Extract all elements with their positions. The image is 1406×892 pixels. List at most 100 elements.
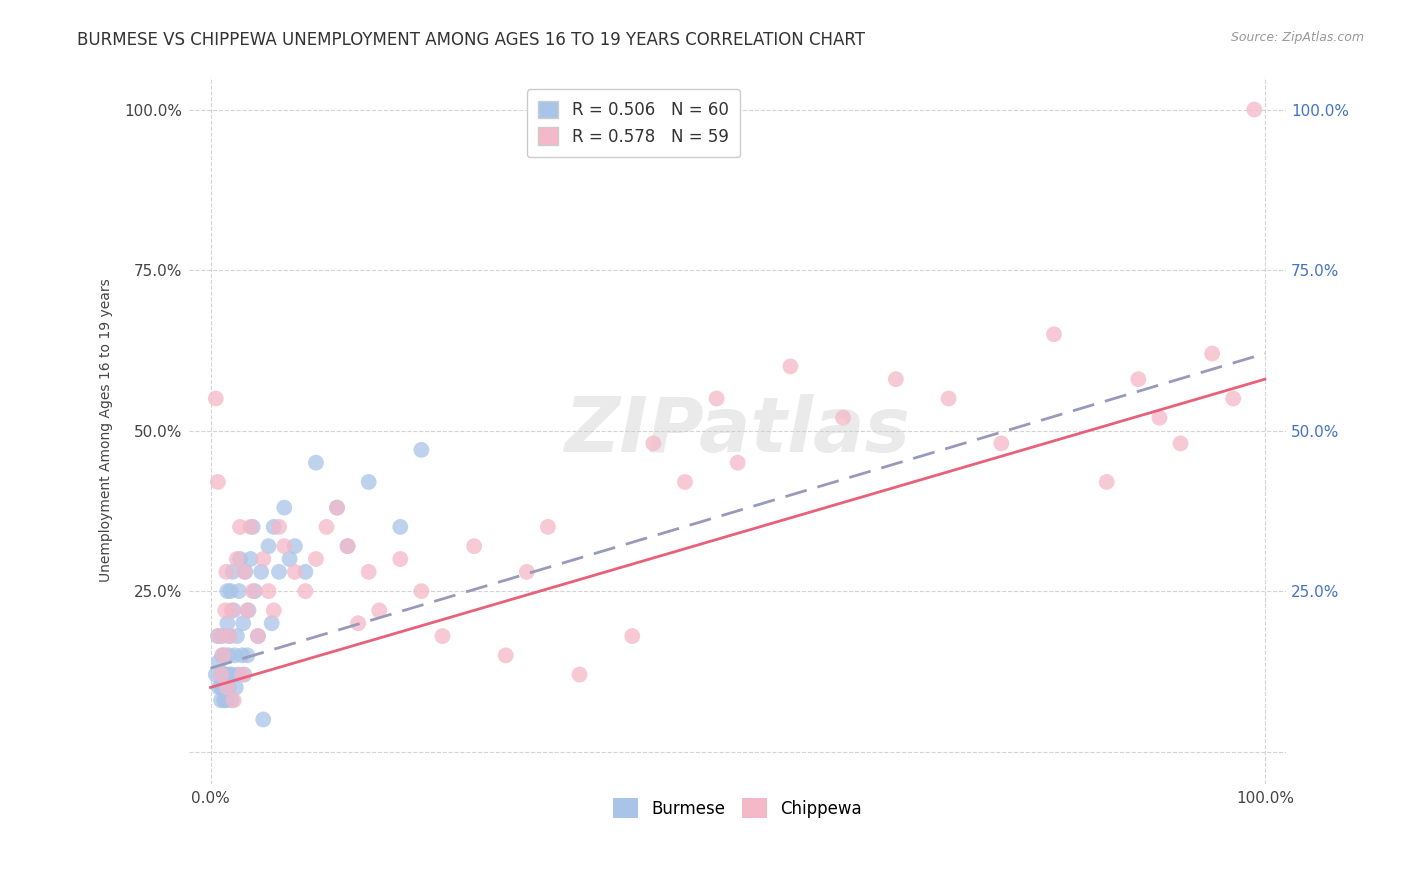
- Point: [212, 648, 235, 663]
- Point: [294, 584, 316, 599]
- Point: [215, 693, 238, 707]
- Point: [411, 442, 433, 457]
- Point: [233, 667, 256, 681]
- Point: [218, 667, 240, 681]
- Text: BURMESE VS CHIPPEWA UNEMPLOYMENT AMONG AGES 16 TO 19 YEARS CORRELATION CHART: BURMESE VS CHIPPEWA UNEMPLOYMENT AMONG A…: [77, 31, 865, 49]
- Point: [336, 539, 359, 553]
- Point: [231, 667, 253, 681]
- Point: [250, 565, 273, 579]
- Point: [516, 565, 538, 579]
- Point: [990, 436, 1012, 450]
- Point: [884, 372, 907, 386]
- Point: [284, 565, 307, 579]
- Point: [568, 667, 591, 681]
- Point: [225, 629, 247, 643]
- Point: [432, 629, 454, 643]
- Point: [347, 616, 370, 631]
- Point: [273, 539, 295, 553]
- Point: [239, 520, 262, 534]
- Point: [263, 603, 285, 617]
- Point: [209, 681, 232, 695]
- Point: [1170, 436, 1192, 450]
- Point: [221, 565, 243, 579]
- Point: [832, 410, 855, 425]
- Text: Source: ZipAtlas.com: Source: ZipAtlas.com: [1230, 31, 1364, 45]
- Point: [326, 500, 349, 515]
- Point: [1149, 410, 1171, 425]
- Point: [315, 520, 337, 534]
- Point: [209, 693, 232, 707]
- Point: [222, 603, 245, 617]
- Point: [217, 616, 239, 631]
- Point: [211, 648, 233, 663]
- Point: [1201, 346, 1223, 360]
- Point: [217, 648, 239, 663]
- Point: [217, 681, 239, 695]
- Point: [222, 693, 245, 707]
- Point: [673, 475, 696, 489]
- Point: [242, 520, 264, 534]
- Point: [257, 584, 280, 599]
- Point: [233, 565, 256, 579]
- Point: [238, 603, 260, 617]
- Point: [305, 456, 328, 470]
- Point: [229, 552, 252, 566]
- Point: [243, 584, 266, 599]
- Point: [225, 681, 247, 695]
- Point: [236, 603, 259, 617]
- Point: [411, 584, 433, 599]
- Point: [209, 667, 232, 681]
- Point: [260, 616, 283, 631]
- Point: [226, 667, 249, 681]
- Point: [204, 667, 226, 681]
- Point: [246, 629, 269, 643]
- Point: [232, 616, 254, 631]
- Point: [217, 681, 239, 695]
- Point: [219, 584, 242, 599]
- Point: [218, 629, 240, 643]
- Point: [229, 520, 252, 534]
- Point: [208, 681, 231, 695]
- Point: [368, 603, 391, 617]
- Point: [236, 648, 259, 663]
- Point: [267, 520, 290, 534]
- Point: [357, 475, 380, 489]
- Point: [389, 520, 412, 534]
- Point: [224, 648, 246, 663]
- Point: [278, 552, 301, 566]
- Point: [204, 392, 226, 406]
- Point: [212, 681, 235, 695]
- Point: [495, 648, 517, 663]
- Point: [273, 500, 295, 515]
- Point: [246, 629, 269, 643]
- Point: [305, 552, 328, 566]
- Point: [284, 539, 307, 553]
- Point: [252, 713, 274, 727]
- Point: [211, 629, 233, 643]
- Point: [643, 436, 665, 450]
- Point: [263, 520, 285, 534]
- Point: [938, 392, 960, 406]
- Point: [233, 565, 256, 579]
- Point: [217, 584, 239, 599]
- Point: [212, 693, 235, 707]
- Point: [242, 584, 264, 599]
- Point: [1043, 327, 1066, 342]
- Point: [357, 565, 380, 579]
- Point: [257, 539, 280, 553]
- Point: [537, 520, 560, 534]
- Point: [1243, 103, 1265, 117]
- Point: [231, 648, 253, 663]
- Point: [463, 539, 485, 553]
- Point: [214, 681, 236, 695]
- Point: [221, 693, 243, 707]
- Point: [207, 629, 229, 643]
- Point: [208, 629, 231, 643]
- Point: [208, 655, 231, 669]
- Point: [1222, 392, 1244, 406]
- Point: [221, 603, 243, 617]
- Point: [207, 475, 229, 489]
- Legend: Burmese, Chippewa: Burmese, Chippewa: [606, 791, 869, 825]
- Point: [267, 565, 290, 579]
- Point: [727, 456, 749, 470]
